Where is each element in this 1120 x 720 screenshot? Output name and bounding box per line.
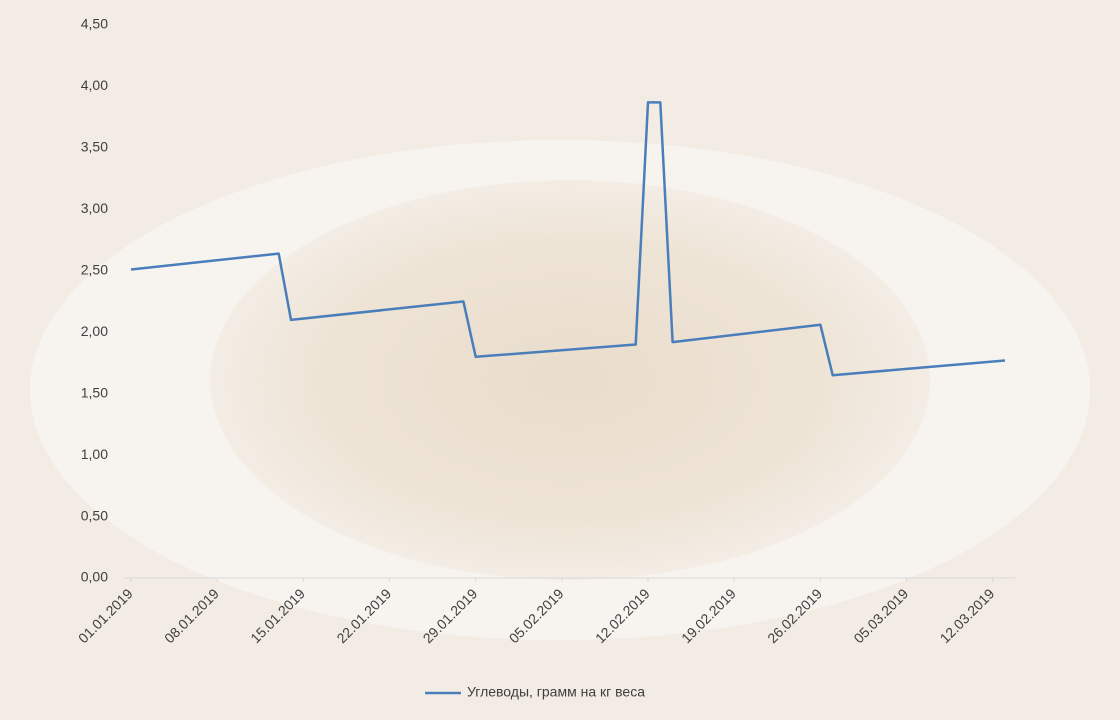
y-tick-label: 4,50 — [81, 16, 108, 32]
y-tick-label: 0,00 — [81, 569, 108, 585]
y-tick-label: 3,00 — [81, 200, 108, 216]
y-tick-label: 0,50 — [81, 507, 108, 523]
y-tick-label: 1,50 — [81, 384, 108, 400]
y-tick-label: 2,50 — [81, 261, 108, 277]
legend-label: Углеводы, грамм на кг веса — [467, 684, 645, 700]
y-tick-label: 4,00 — [81, 77, 108, 93]
y-tick-label: 2,00 — [81, 323, 108, 339]
y-tick-label: 1,00 — [81, 446, 108, 462]
data-line — [130, 101, 1006, 377]
porridge — [210, 180, 930, 580]
y-tick-label: 3,50 — [81, 139, 108, 155]
